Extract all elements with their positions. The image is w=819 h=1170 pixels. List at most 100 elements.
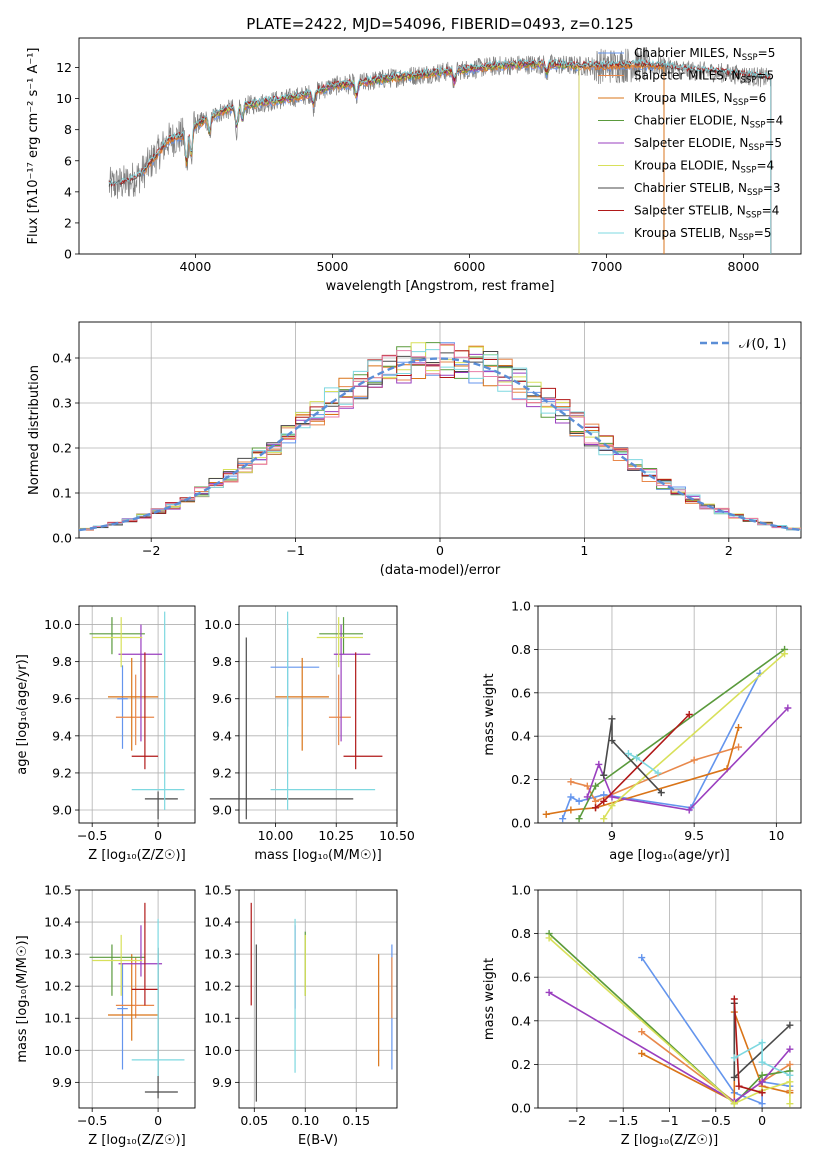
y-tick-label: 0.2 <box>52 441 72 456</box>
y-tick-label: 10.1 <box>44 1011 72 1026</box>
y-tick-label: 0.8 <box>511 642 531 657</box>
y-tick-label: 10.5 <box>44 883 72 898</box>
x-tick-label: 10.00 <box>258 828 294 843</box>
y-tick-label: 8 <box>64 122 72 137</box>
y-axis-label: mass weight <box>482 673 497 755</box>
legend-label: Chabrier MILES, NSSP=5 <box>634 46 775 63</box>
plot-frame <box>238 889 398 1109</box>
y-tick-label: 10.5 <box>204 883 232 898</box>
y-tick-label: 1.0 <box>511 883 531 898</box>
weight-point <box>600 771 608 779</box>
weight-point <box>567 778 575 786</box>
y-tick-label: 9.9 <box>52 1075 72 1090</box>
plot-frame <box>78 37 802 255</box>
y-tick-label: 6 <box>64 153 72 168</box>
y-axis-label: Normed distribution <box>27 365 42 495</box>
weight-point <box>624 750 632 758</box>
weight-point <box>608 793 616 801</box>
weight-point <box>545 988 553 996</box>
weight-point <box>542 810 550 818</box>
legend-label: Salpeter STELIB, NSSP=4 <box>634 204 779 221</box>
x-tick-label: −2 <box>142 543 160 558</box>
weight-point <box>600 815 608 823</box>
weight-point <box>758 1058 766 1066</box>
y-tick-label: 0.3 <box>52 396 72 411</box>
weight-point <box>583 782 591 790</box>
weight-point <box>595 760 603 768</box>
x-tick-label: 4000 <box>180 259 212 274</box>
y-tick-label: 9.9 <box>212 1075 232 1090</box>
plot-layer: 4000 5000 6000 7000 8000024681012wavelength … <box>15 37 802 1148</box>
y-tick-label: 12 <box>56 60 72 75</box>
weight-point <box>608 737 616 745</box>
y-axis-label: mass [log₁₀(M/M☉)] <box>15 935 30 1062</box>
y-tick-label: 10.0 <box>204 1043 232 1058</box>
weight-point <box>685 711 693 718</box>
weight-point <box>786 1060 794 1068</box>
weight-line <box>602 718 662 794</box>
axes-mass-age: 10.00 10.25 10.50 9.0 9.2 9.4 9.6 9.8 10.0 mass [… <box>204 605 415 863</box>
y-tick-label: 0.2 <box>511 772 531 787</box>
y-tick-label: 4 <box>64 184 72 199</box>
y-tick-label: 0.4 <box>52 351 72 366</box>
plot-frame <box>78 889 196 1109</box>
y-tick-label: 9.0 <box>52 803 72 818</box>
x-tick-label: 0 <box>154 1113 162 1128</box>
x-tick-label: 0.05 <box>240 1113 268 1128</box>
x-axis-label: Z [log₁₀(Z/Z☉)] <box>88 1133 185 1148</box>
y-tick-label: 9.8 <box>212 654 232 669</box>
x-tick-label: −1.5 <box>608 1113 638 1128</box>
y-tick-label: 0 <box>64 247 72 262</box>
legend-label: Chabrier ELODIE, NSSP=4 <box>634 114 783 131</box>
x-tick-label: 10 <box>768 828 784 843</box>
y-tick-label: 9.2 <box>212 765 232 780</box>
y-tick-label: 9.6 <box>52 691 72 706</box>
y-tick-label: 9.4 <box>52 728 72 743</box>
weight-point <box>735 724 743 732</box>
weight-point <box>685 806 693 814</box>
y-tick-label: 0.4 <box>511 1013 531 1028</box>
weight-point <box>608 715 616 723</box>
histogram-step <box>79 343 801 530</box>
weight-point <box>592 797 600 805</box>
y-tick-label: 10.0 <box>44 1043 72 1058</box>
y-tick-label: 10.4 <box>44 915 72 930</box>
x-axis-label: age [log₁₀(age/yr)] <box>609 848 730 863</box>
x-tick-label: 0 <box>436 543 444 558</box>
weight-point <box>781 650 789 658</box>
y-tick-label: 10.2 <box>44 979 72 994</box>
weight-point <box>592 804 600 812</box>
x-axis-label: mass [log₁₀(M/M☉)] <box>254 848 381 863</box>
x-tick-label: −2 <box>568 1113 586 1128</box>
gaussian-curve <box>78 357 802 532</box>
x-tick-label: 1 <box>580 543 588 558</box>
weight-point <box>592 782 600 790</box>
y-tick-label: 0.4 <box>511 729 531 744</box>
y-axis-label: age [log₁₀(age/yr)] <box>15 654 30 775</box>
plot-frame <box>78 321 802 539</box>
x-tick-label: 10.50 <box>379 828 415 843</box>
y-tick-label: 9.8 <box>52 654 72 669</box>
y-tick-label: 0.2 <box>511 1057 531 1072</box>
y-tick-label: 10 <box>56 91 72 106</box>
x-axis-label: (data-model)/error <box>380 563 501 578</box>
y-tick-label: 0.6 <box>511 970 531 985</box>
x-tick-label: −1 <box>660 1113 678 1128</box>
y-tick-label: 2 <box>64 215 72 230</box>
y-tick-label: 10.0 <box>44 617 72 632</box>
weight-point <box>567 793 575 801</box>
x-tick-label: 8000 <box>728 259 760 274</box>
weight-line <box>561 672 761 819</box>
y-tick-label: 10.3 <box>44 947 72 962</box>
figure-title: PLATE=2422, MJD=54096, FIBERID=0493, z=0… <box>246 15 633 33</box>
axes-ebv-mass: 0.05 0.10 0.15 9.9 10.0 10.1 10.2 10.3 10.4 10.5 E… <box>204 883 398 1148</box>
weight-point <box>559 815 567 823</box>
weight-point <box>758 1039 766 1047</box>
weight-point <box>608 802 616 810</box>
x-tick-label: 10.25 <box>318 828 354 843</box>
axes-spectrum: 4000 5000 6000 7000 8000 0 2 4 6 8 10 12 wavelength … <box>26 37 802 294</box>
y-tick-label: 9.6 <box>212 691 232 706</box>
weight-point <box>758 1078 766 1086</box>
y-tick-label: 0.6 <box>511 685 531 700</box>
